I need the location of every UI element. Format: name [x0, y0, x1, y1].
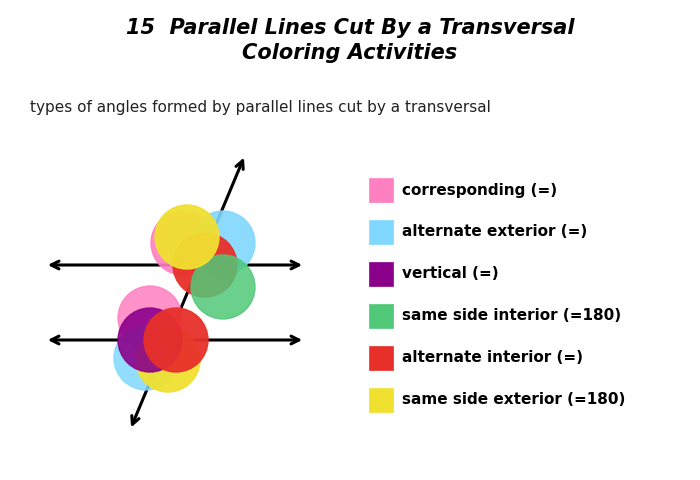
Circle shape: [114, 326, 178, 390]
Circle shape: [136, 328, 200, 392]
FancyBboxPatch shape: [369, 220, 393, 244]
Text: same side exterior (=180): same side exterior (=180): [402, 393, 625, 408]
Circle shape: [118, 286, 182, 350]
Text: same side interior (=180): same side interior (=180): [402, 309, 621, 324]
Text: types of angles formed by parallel lines cut by a transversal: types of angles formed by parallel lines…: [30, 100, 491, 115]
Text: corresponding (=): corresponding (=): [402, 182, 557, 197]
FancyBboxPatch shape: [369, 346, 393, 370]
FancyBboxPatch shape: [369, 304, 393, 328]
Text: 15  Parallel Lines Cut By a Transversal
Coloring Activities: 15 Parallel Lines Cut By a Transversal C…: [126, 18, 574, 63]
FancyBboxPatch shape: [369, 388, 393, 412]
Circle shape: [155, 205, 219, 269]
Text: alternate interior (=): alternate interior (=): [402, 350, 583, 365]
FancyBboxPatch shape: [369, 178, 393, 202]
Circle shape: [118, 308, 182, 372]
Circle shape: [151, 211, 215, 275]
Text: alternate exterior (=): alternate exterior (=): [402, 225, 587, 240]
Circle shape: [191, 211, 255, 275]
Text: vertical (=): vertical (=): [402, 266, 498, 281]
Circle shape: [173, 233, 237, 297]
Circle shape: [144, 308, 208, 372]
FancyBboxPatch shape: [369, 262, 393, 286]
Circle shape: [191, 255, 255, 319]
